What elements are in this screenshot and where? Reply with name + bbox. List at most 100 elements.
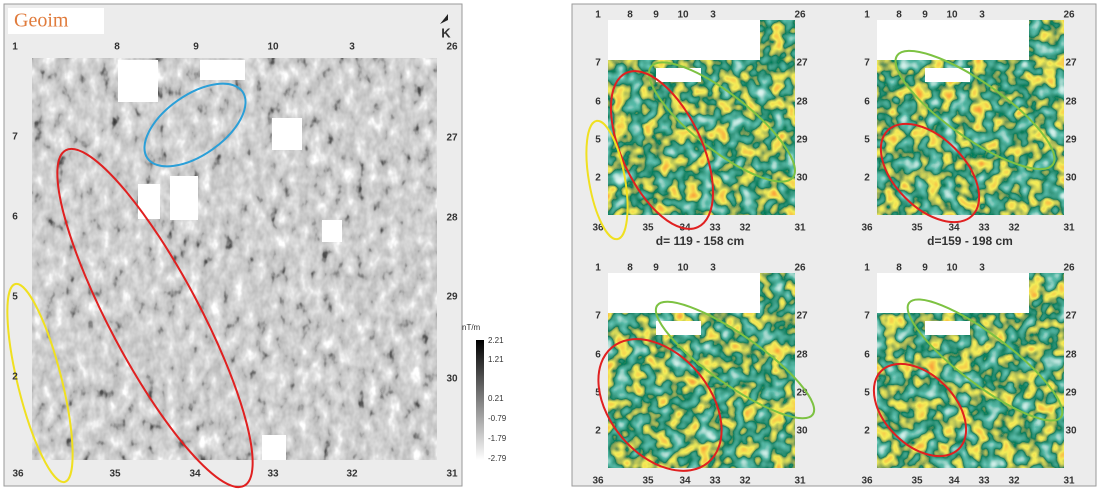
top-label: 10 (946, 10, 958, 21)
top-label: 26 (794, 10, 806, 21)
top-label: 1 (595, 10, 601, 21)
bottom-label: 35 (642, 223, 654, 234)
colorbar-label: -2.79 (488, 454, 507, 463)
bottom-label: 31 (794, 223, 806, 234)
bottom-label: 36 (592, 223, 604, 234)
bottom-label: 33 (709, 476, 721, 487)
anomaly-ellipse (609, 70, 715, 230)
right-label: 27 (446, 133, 458, 144)
top-label: 3 (710, 263, 716, 274)
top-label: 10 (677, 10, 689, 21)
right-label: 28 (1065, 97, 1077, 108)
bottom-label: 33 (709, 223, 721, 234)
top-label: 26 (794, 263, 806, 274)
top-label: 10 (267, 42, 279, 53)
left-label: 2 (864, 173, 870, 184)
colorbar-label: -0.79 (488, 414, 507, 423)
bottom-label: 32 (739, 223, 751, 234)
top-label: 26 (1063, 263, 1075, 274)
right-label: 30 (1065, 173, 1077, 184)
right-label: 30 (446, 374, 458, 385)
left-label: 7 (12, 132, 18, 143)
logo-box (8, 8, 104, 34)
bottom-label: 35 (911, 476, 923, 487)
top-label: 3 (710, 10, 716, 21)
bottom-label: 32 (739, 476, 751, 487)
bottom-label: 31 (446, 469, 458, 480)
top-label: 9 (653, 263, 659, 274)
colorbar-label: -1.79 (488, 434, 507, 443)
bottom-label: 31 (794, 476, 806, 487)
colorbar (476, 340, 484, 460)
right-label: 28 (1065, 350, 1077, 361)
left-label: 7 (864, 311, 870, 322)
no-data-area (925, 68, 970, 82)
top-label: 8 (114, 42, 120, 53)
bottom-label: 35 (109, 469, 121, 480)
left-label: 2 (12, 372, 18, 383)
top-label: 8 (627, 10, 633, 21)
no-data-areas (118, 60, 342, 460)
anomaly-ellipse (585, 119, 629, 241)
top-label: 8 (627, 263, 633, 274)
left-label: 6 (595, 350, 601, 361)
right-label: 30 (796, 173, 808, 184)
anomaly-ellipse (879, 122, 981, 224)
left-label: 5 (595, 388, 601, 399)
right-label: 30 (796, 426, 808, 437)
right-label: 29 (1065, 388, 1077, 399)
left-label: 2 (595, 173, 601, 184)
bottom-label: 34 (189, 469, 201, 480)
right-label: 28 (796, 97, 808, 108)
no-data-area (877, 273, 1029, 313)
bottom-label: 35 (642, 476, 654, 487)
bottom-label: 32 (1008, 223, 1020, 234)
top-label: 10 (677, 263, 689, 274)
north-label: K (441, 25, 451, 40)
top-label: 26 (446, 42, 458, 53)
anomaly-ellipses (6, 82, 254, 489)
bottom-label: 34 (948, 476, 960, 487)
bottom-label: 36 (861, 223, 873, 234)
gradiometry-map (32, 58, 437, 460)
anomaly-ellipse (648, 61, 796, 183)
right-label: 27 (1065, 311, 1077, 322)
colorbar-label: 0.21 (488, 394, 504, 403)
top-label: 9 (653, 10, 659, 21)
left-label: 5 (12, 292, 18, 303)
anomaly-ellipse (906, 298, 1064, 422)
left-label: 5 (864, 388, 870, 399)
left-label: 7 (864, 58, 870, 69)
bottom-label: 36 (861, 476, 873, 487)
top-label: 1 (595, 263, 601, 274)
right-label: 27 (1065, 58, 1077, 69)
left-label: 2 (864, 426, 870, 437)
top-label: 10 (946, 263, 958, 274)
bottom-label: 34 (679, 476, 691, 487)
bottom-label: 36 (592, 476, 604, 487)
top-label: 26 (1063, 10, 1075, 21)
top-label: 8 (896, 10, 902, 21)
top-label: 3 (349, 42, 355, 53)
no-data-area (608, 273, 760, 313)
right-label: 30 (1065, 426, 1077, 437)
bottom-label: 33 (978, 476, 990, 487)
left-label: 2 (595, 426, 601, 437)
top-label: 3 (979, 263, 985, 274)
right-label: 29 (446, 292, 458, 303)
bottom-label: 34 (948, 223, 960, 234)
top-label: 8 (896, 263, 902, 274)
right-label: 29 (796, 388, 808, 399)
right-label: 27 (796, 58, 808, 69)
right-label: 29 (1065, 135, 1077, 146)
left-label: 6 (12, 212, 18, 223)
left-label: 6 (595, 97, 601, 108)
depth-caption: d=159 - 198 cm (927, 234, 1013, 248)
anomaly-ellipse (872, 362, 968, 458)
top-label: 9 (193, 42, 199, 53)
left-label: 6 (864, 97, 870, 108)
top-label: 1 (12, 42, 18, 53)
right-label: 29 (796, 135, 808, 146)
top-label: 1 (864, 10, 870, 21)
